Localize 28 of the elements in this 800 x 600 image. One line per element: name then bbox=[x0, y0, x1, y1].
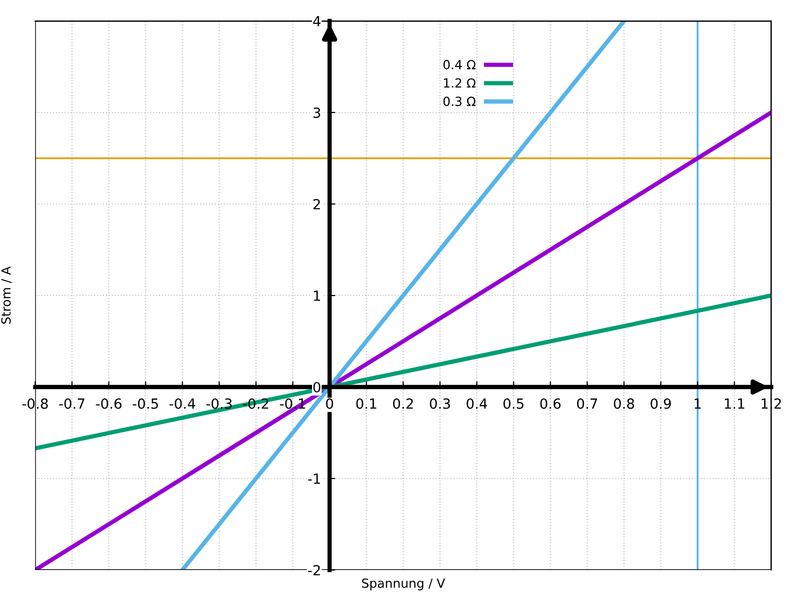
y-tick-label: 2 bbox=[313, 198, 320, 210]
legend-label: 0.3 Ω bbox=[443, 96, 476, 106]
y-axis-title: Strom / A bbox=[1, 266, 12, 324]
x-tick-label: 0.2 bbox=[393, 398, 413, 409]
y-tick-label: 3 bbox=[313, 107, 320, 118]
x-tick-label: 0.3 bbox=[430, 398, 450, 409]
x-tick-label: -0.5 bbox=[132, 398, 158, 409]
x-tick-label: 0.1 bbox=[356, 398, 376, 409]
x-tick-label: -0.4 bbox=[170, 398, 196, 409]
legend-label: 0.4 Ω bbox=[443, 60, 476, 70]
y-tick-label: 4 bbox=[313, 16, 320, 26]
y-tick-label: 0 bbox=[313, 382, 320, 392]
x-tick-label: 0.4 bbox=[466, 398, 488, 409]
x-tick-label: 0.7 bbox=[577, 398, 598, 409]
x-tick-label: 0.5 bbox=[503, 398, 524, 409]
x-tick-label: 0.8 bbox=[614, 398, 634, 409]
x-tick-label: -0.6 bbox=[96, 398, 122, 409]
y-tick-label: 1 bbox=[314, 290, 320, 301]
y-tick-label: -2 bbox=[308, 564, 320, 576]
x-tick-label: 0 bbox=[326, 398, 334, 409]
x-tick-label: 0.6 bbox=[540, 398, 561, 409]
x-tick-label: 1.1 bbox=[724, 398, 744, 409]
x-tick-label: 0.9 bbox=[650, 398, 671, 409]
legend-label: 1.2 Ω bbox=[444, 78, 476, 88]
x-tick-label: -0.3 bbox=[206, 398, 232, 409]
x-axis-title: Spannung / V bbox=[362, 578, 446, 590]
x-tick-label: -0.7 bbox=[59, 398, 84, 409]
y-tick-label: -1 bbox=[308, 474, 320, 484]
